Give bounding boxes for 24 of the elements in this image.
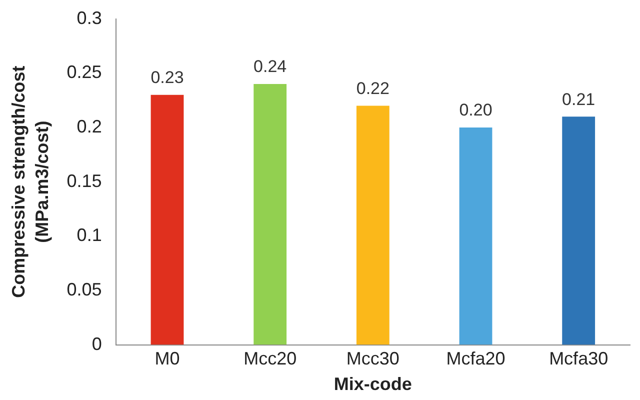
bar [562,116,596,345]
data-label: 0.22 [356,78,390,98]
x-tick-label: Mcc30 [346,348,400,369]
bar [150,94,184,345]
y-tick-label: 0.3 [76,8,102,28]
bar [254,84,287,345]
y-tick-label: 0 [92,334,102,354]
y-tick-label: 0.15 [66,170,102,191]
x-tick-label: Mcc20 [244,348,297,369]
x-axis-title: Mix-code [334,374,412,394]
data-label: 0.24 [254,57,287,76]
y-tick-label: 0.1 [76,225,102,246]
data-label: 0.23 [150,68,184,88]
x-tick-label: Mcfa30 [549,348,608,369]
bar [459,127,492,345]
y-axis-title: Compressive strength/cost (MPa.m3/cost) [8,66,52,298]
data-label: 0.21 [562,90,596,109]
x-tick-label: Mcfa20 [446,348,506,369]
x-tick-label: M0 [154,348,180,369]
y-tick-label: 0.2 [76,116,102,136]
y-tick-label: 0.05 [66,279,102,300]
data-label: 0.20 [459,100,492,120]
bar [356,106,390,345]
y-tick-label: 0.25 [66,62,102,82]
